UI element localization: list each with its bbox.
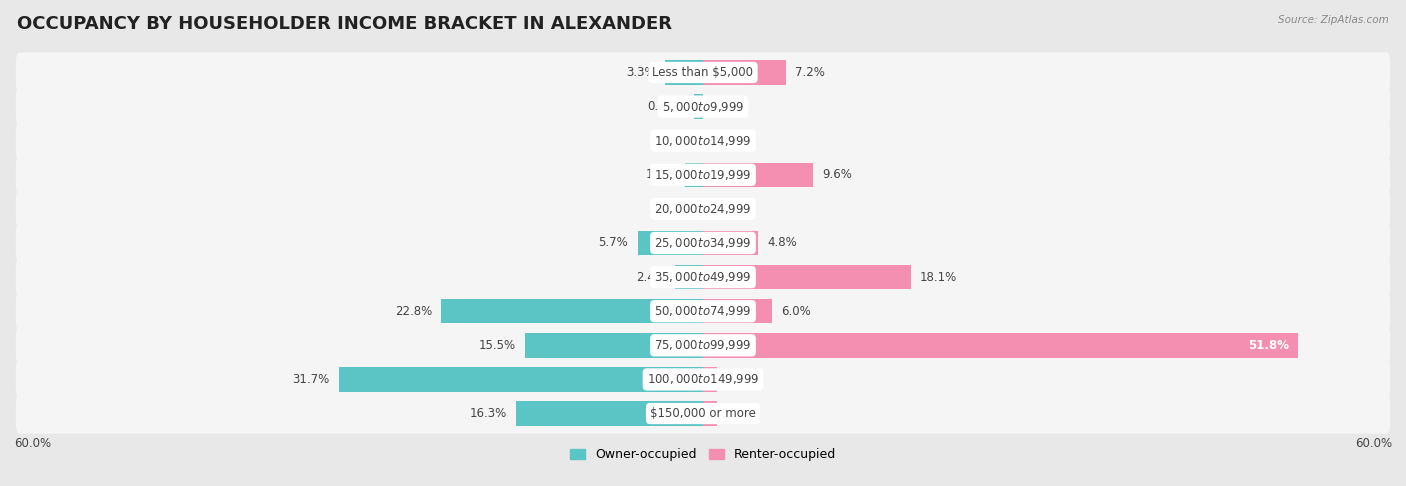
FancyBboxPatch shape <box>15 87 1391 127</box>
Text: 6.0%: 6.0% <box>782 305 811 318</box>
Text: 0.0%: 0.0% <box>717 100 747 113</box>
Text: 31.7%: 31.7% <box>292 373 330 386</box>
Text: 9.6%: 9.6% <box>823 168 852 181</box>
Text: Less than $5,000: Less than $5,000 <box>652 66 754 79</box>
Text: 18.1%: 18.1% <box>920 271 957 284</box>
Text: $20,000 to $24,999: $20,000 to $24,999 <box>654 202 752 216</box>
Bar <box>703 333 1298 358</box>
Bar <box>524 333 703 358</box>
Bar <box>441 299 703 324</box>
Text: $15,000 to $19,999: $15,000 to $19,999 <box>654 168 752 182</box>
Text: 60.0%: 60.0% <box>14 437 51 451</box>
Bar <box>693 94 703 119</box>
Text: 0.0%: 0.0% <box>717 202 747 215</box>
FancyBboxPatch shape <box>15 291 1391 331</box>
Text: 1.2%: 1.2% <box>725 373 756 386</box>
Text: 2.4%: 2.4% <box>637 271 666 284</box>
Text: 15.5%: 15.5% <box>478 339 516 352</box>
Bar <box>685 162 703 187</box>
Text: $50,000 to $74,999: $50,000 to $74,999 <box>654 304 752 318</box>
Text: 0.0%: 0.0% <box>659 202 689 215</box>
Bar <box>665 60 703 85</box>
Text: $35,000 to $49,999: $35,000 to $49,999 <box>654 270 752 284</box>
FancyBboxPatch shape <box>15 121 1391 161</box>
FancyBboxPatch shape <box>15 223 1391 263</box>
Text: 1.2%: 1.2% <box>725 407 756 420</box>
FancyBboxPatch shape <box>15 52 1391 93</box>
FancyBboxPatch shape <box>15 393 1391 434</box>
FancyBboxPatch shape <box>15 189 1391 229</box>
Text: 3.3%: 3.3% <box>626 66 657 79</box>
Text: 60.0%: 60.0% <box>1355 437 1392 451</box>
Bar <box>637 231 703 255</box>
Text: Source: ZipAtlas.com: Source: ZipAtlas.com <box>1278 15 1389 25</box>
Text: $100,000 to $149,999: $100,000 to $149,999 <box>647 372 759 386</box>
Bar <box>703 162 813 187</box>
FancyBboxPatch shape <box>15 359 1391 399</box>
Text: 0.0%: 0.0% <box>659 134 689 147</box>
Bar <box>339 367 703 392</box>
Text: $10,000 to $14,999: $10,000 to $14,999 <box>654 134 752 148</box>
Text: 5.7%: 5.7% <box>599 237 628 249</box>
Text: $150,000 or more: $150,000 or more <box>650 407 756 420</box>
Text: 51.8%: 51.8% <box>1247 339 1289 352</box>
Text: 16.3%: 16.3% <box>470 407 506 420</box>
Bar <box>675 265 703 289</box>
Bar <box>703 401 717 426</box>
FancyBboxPatch shape <box>15 257 1391 297</box>
Text: 1.6%: 1.6% <box>645 168 675 181</box>
Bar <box>703 265 911 289</box>
Text: $5,000 to $9,999: $5,000 to $9,999 <box>662 100 744 114</box>
Bar <box>516 401 703 426</box>
Text: OCCUPANCY BY HOUSEHOLDER INCOME BRACKET IN ALEXANDER: OCCUPANCY BY HOUSEHOLDER INCOME BRACKET … <box>17 15 672 33</box>
FancyBboxPatch shape <box>15 155 1391 195</box>
Bar <box>703 231 758 255</box>
Text: $75,000 to $99,999: $75,000 to $99,999 <box>654 338 752 352</box>
Legend: Owner-occupied, Renter-occupied: Owner-occupied, Renter-occupied <box>565 443 841 466</box>
Bar <box>703 60 786 85</box>
Text: $25,000 to $34,999: $25,000 to $34,999 <box>654 236 752 250</box>
Bar <box>703 367 717 392</box>
FancyBboxPatch shape <box>15 325 1391 365</box>
Text: 7.2%: 7.2% <box>794 66 825 79</box>
Text: 4.8%: 4.8% <box>768 237 797 249</box>
Bar <box>703 299 772 324</box>
Text: 0.81%: 0.81% <box>647 100 685 113</box>
Text: 22.8%: 22.8% <box>395 305 432 318</box>
Text: 0.0%: 0.0% <box>717 134 747 147</box>
